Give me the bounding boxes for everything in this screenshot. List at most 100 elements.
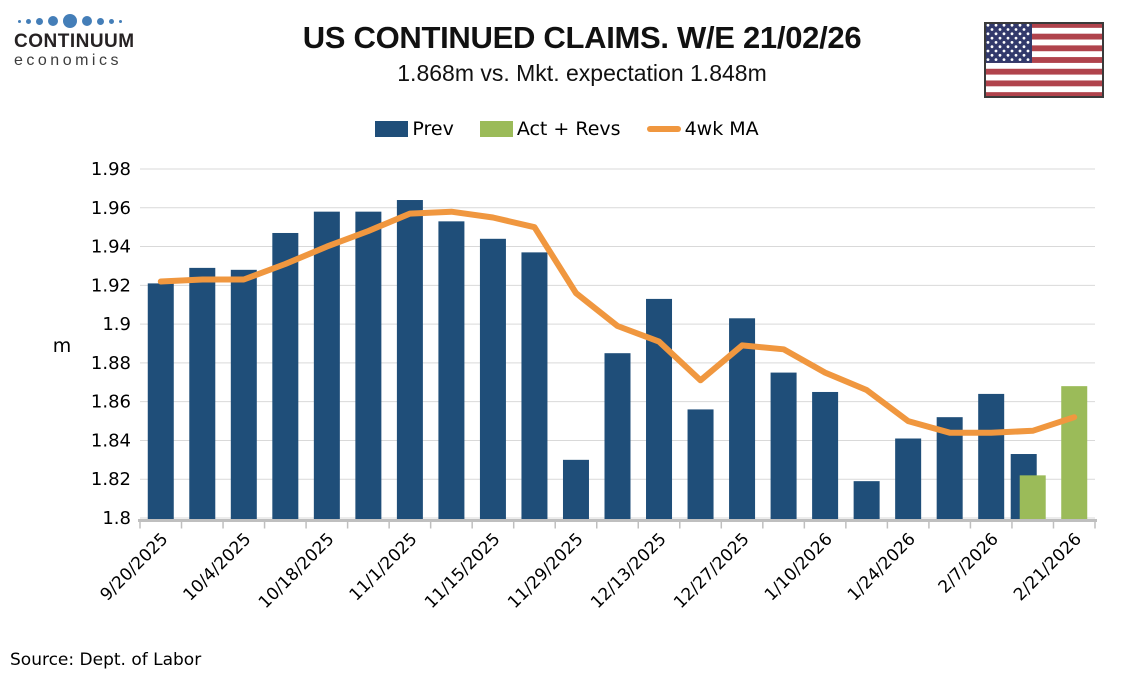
flag-star — [1014, 28, 1018, 31]
y-axis-tick-label: 1.8 — [102, 508, 131, 529]
flag-star — [1006, 45, 1010, 49]
flag-star — [1022, 28, 1026, 31]
flag-star — [998, 36, 1002, 40]
act-revs-swatch-icon — [479, 121, 513, 137]
flag-star — [998, 28, 1002, 31]
flag-star — [1026, 32, 1030, 36]
bar-prev — [687, 409, 714, 519]
flag-star — [994, 58, 998, 61]
bar-prev — [272, 232, 299, 519]
flag-star — [1010, 49, 1014, 53]
bar-prev — [189, 267, 216, 519]
bar-prev — [646, 298, 673, 519]
continuum-economics-logo: CONTINUUM economics — [14, 12, 144, 70]
flag-star — [1022, 36, 1026, 40]
flag-stripe — [984, 51, 1104, 58]
flag-star — [986, 23, 990, 27]
x-axis-tick-label: 10/18/2025 — [255, 529, 338, 612]
legend-item-act-revs: Act + Revs — [479, 118, 621, 140]
legend-item-4wk-ma: 4wk MA — [646, 118, 759, 140]
flag-stripe — [984, 33, 1104, 40]
x-axis-tick-label: 1/10/2026 — [761, 529, 837, 605]
legend-item-prev: Prev — [375, 118, 454, 140]
y-axis-tick-label: 1.82 — [91, 469, 131, 490]
flag-stripe — [984, 62, 1104, 70]
flag-star — [986, 32, 990, 36]
flag-star — [1002, 58, 1006, 61]
flag-star — [1026, 58, 1030, 61]
x-axis-tick-label: 2/21/2026 — [1010, 529, 1086, 605]
flag-star — [998, 53, 1002, 57]
bar-prev — [978, 393, 1005, 519]
x-axis-tick-label: 10/4/2025 — [180, 529, 256, 605]
flag-stripe — [984, 68, 1104, 75]
flag-star — [1010, 58, 1014, 61]
flag-star — [1026, 41, 1030, 44]
flag-stripe — [984, 22, 1104, 29]
ma-line-swatch-icon — [646, 126, 681, 132]
bar-prev — [438, 221, 465, 519]
flag-star — [1014, 36, 1018, 40]
flag-star — [990, 28, 994, 31]
y-axis-tick-label: 1.86 — [91, 392, 131, 413]
us-flag-icon — [984, 22, 1104, 98]
flag-star — [1014, 53, 1018, 57]
x-axis-labels: 9/20/2025 10/4/2025 10/18/2025 11/1/2025 11/… — [97, 529, 1086, 612]
flag-star — [1022, 53, 1026, 57]
flag-star — [1022, 45, 1026, 49]
flag-star — [1002, 23, 1006, 27]
flag-star — [994, 49, 998, 53]
flag-star — [998, 45, 1002, 49]
chart-legend: Prev Act + Revs 4wk MA — [0, 118, 1134, 140]
legend-label-4wk-ma: 4wk MA — [684, 118, 759, 140]
flag-star — [994, 32, 998, 36]
y-axis-tick-label: 1.96 — [91, 198, 131, 219]
chart-header: US CONTINUED CLAIMS. W/E 21/02/26 1.868m… — [150, 20, 1014, 87]
flag-stripe — [984, 57, 1104, 64]
bar-prev — [396, 200, 423, 519]
flag-star — [986, 58, 990, 61]
bars — [147, 200, 1088, 520]
flag-star — [1002, 41, 1006, 44]
x-axis-tick-label: 2/7/2026 — [935, 529, 1003, 597]
x-axis-tick-label: 12/13/2025 — [587, 529, 670, 612]
bar-prev — [355, 211, 382, 519]
flag-star — [1010, 23, 1014, 27]
x-axis-tick-label: 1/24/2026 — [844, 529, 920, 605]
flag-star — [990, 45, 994, 49]
y-axis-tick-label: 1.88 — [91, 353, 131, 374]
flag-star — [990, 36, 994, 40]
y-axis-title: m — [53, 335, 72, 357]
flag-star — [1018, 58, 1022, 61]
legend-label-act-revs: Act + Revs — [516, 118, 621, 140]
bar-prev — [853, 481, 880, 519]
y-axis-labels: 1.8 1.82 1.84 1.86 1.88 1.9 1.92 1.94 1.96 1.98 — [91, 159, 131, 529]
flag-star — [1010, 41, 1014, 44]
flag-star — [1002, 49, 1006, 53]
flag-star — [986, 41, 990, 44]
y-axis-tick-label: 1.94 — [91, 237, 131, 258]
bar-prev — [313, 211, 340, 519]
flag-star — [986, 49, 990, 53]
flag-stripe — [984, 80, 1104, 87]
ma-line — [157, 208, 1078, 436]
bar-prev — [770, 372, 797, 519]
flag-star — [1018, 41, 1022, 44]
chart-title: US CONTINUED CLAIMS. W/E 21/02/26 — [302, 20, 862, 55]
x-axis-tick-label: 9/20/2025 — [97, 529, 173, 605]
flag-star — [1006, 28, 1010, 31]
bar-act-revs — [1019, 475, 1046, 519]
y-axis-tick-label: 1.84 — [91, 430, 131, 451]
flag-stripe — [984, 86, 1104, 93]
logo-dots-icon — [18, 12, 144, 30]
bar-act-revs — [1061, 386, 1088, 519]
bar-prev — [147, 283, 174, 519]
logo-name: CONTINUUM — [14, 31, 135, 52]
flag-star — [1018, 32, 1022, 36]
flag-star — [1002, 32, 1006, 36]
flag-star — [1026, 49, 1030, 53]
logo-subname: economics — [14, 51, 122, 69]
bar-prev — [230, 269, 257, 519]
